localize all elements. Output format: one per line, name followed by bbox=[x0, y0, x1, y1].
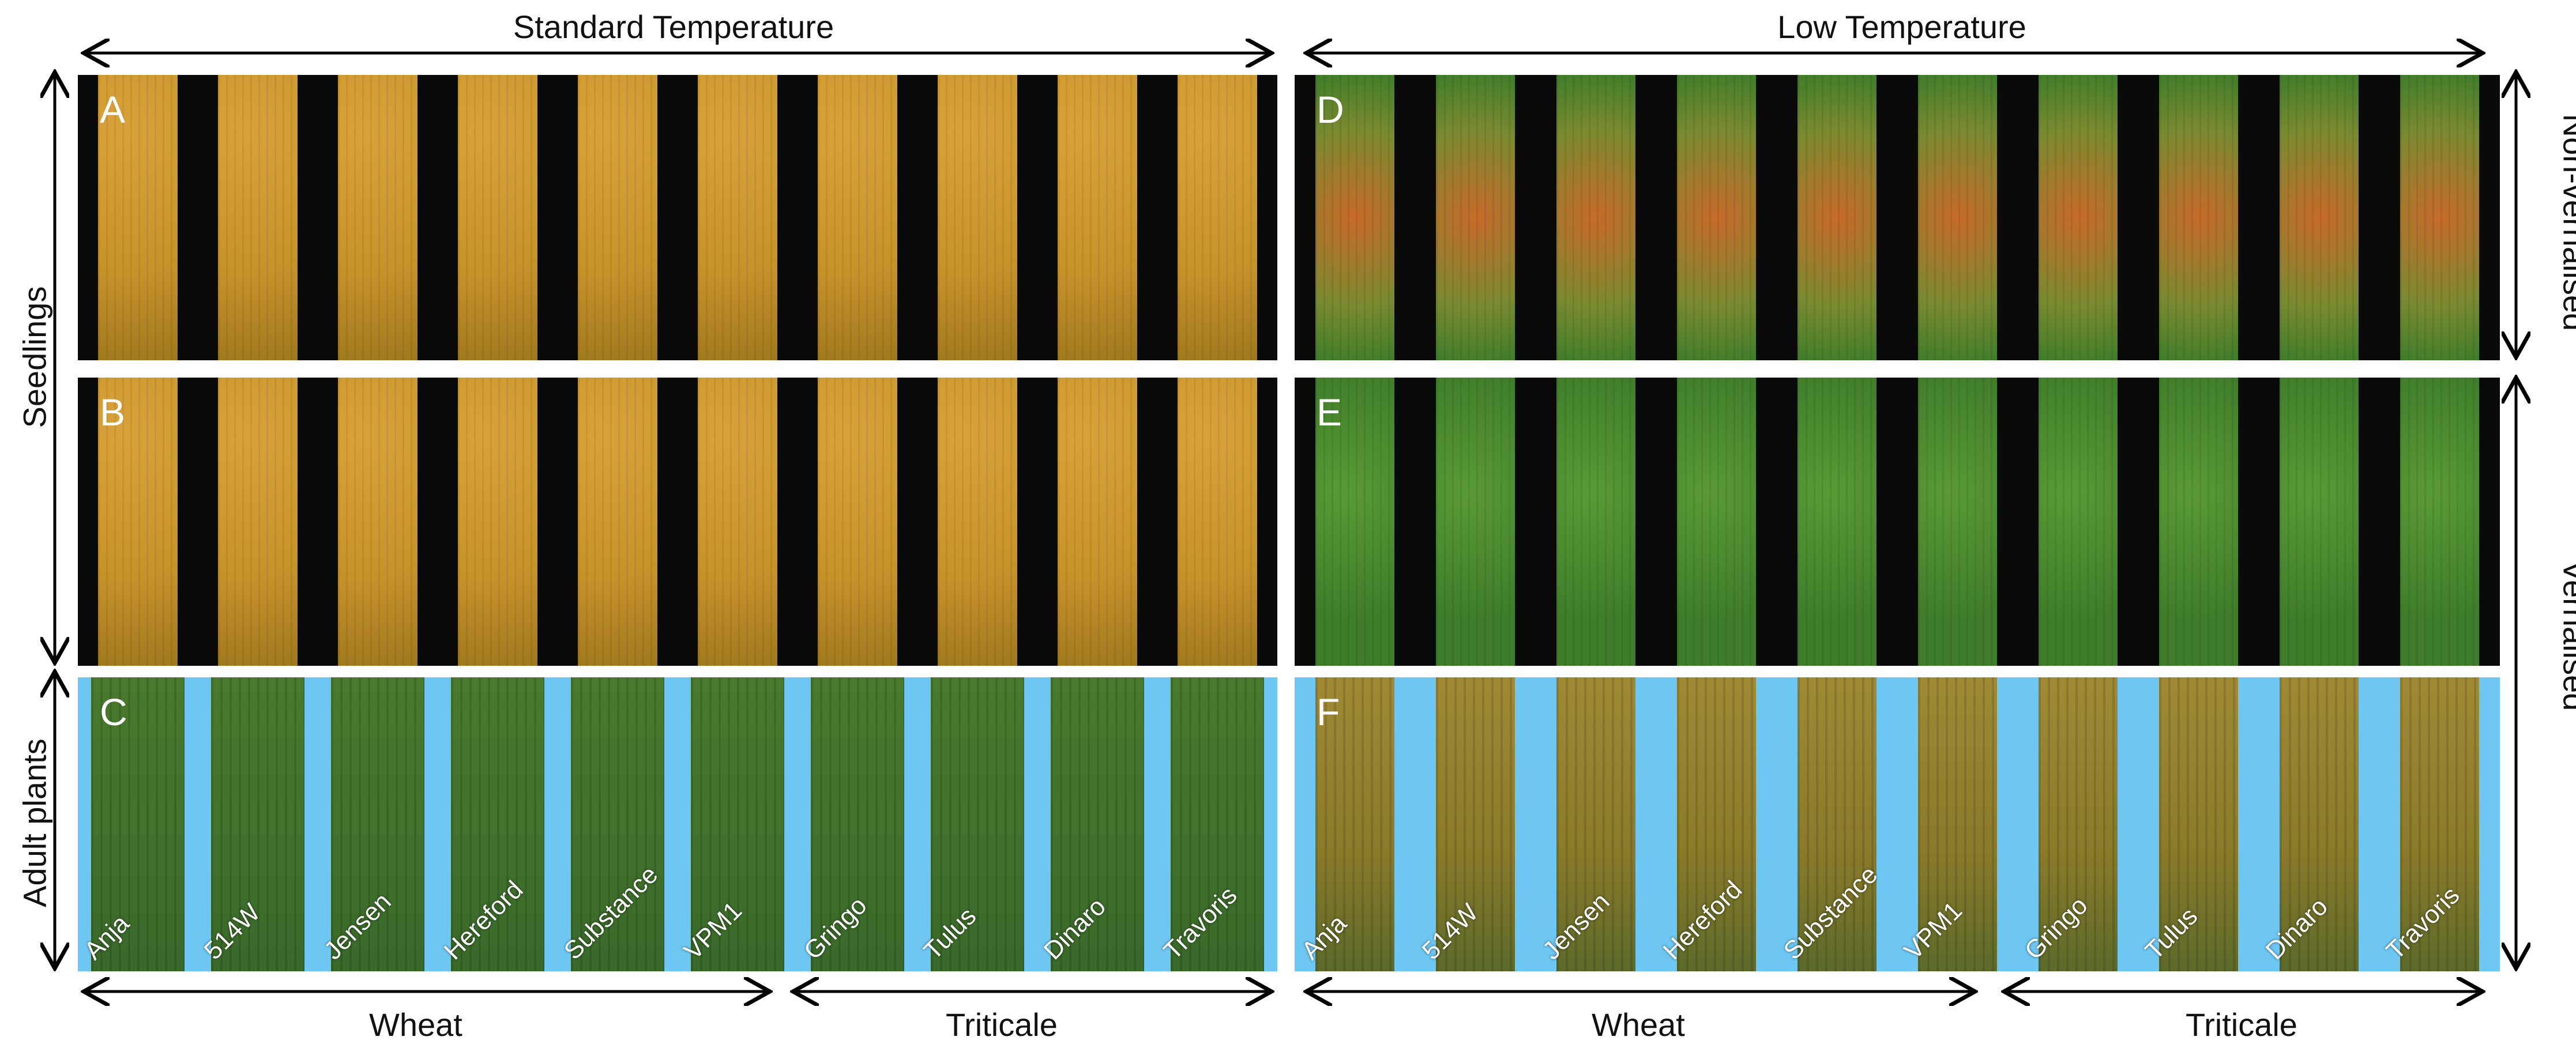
leaf-hereford bbox=[1676, 378, 1757, 666]
leaf-travoris bbox=[2400, 75, 2480, 360]
leaf-vpm1 bbox=[698, 378, 777, 666]
leaf-travoris bbox=[2400, 677, 2480, 971]
leaf-hereford bbox=[1676, 75, 1757, 360]
panel-label-f: F bbox=[1317, 691, 1340, 733]
leaf-substance bbox=[1797, 677, 1877, 971]
leaf-514w bbox=[210, 677, 305, 971]
leaf-anja bbox=[98, 378, 178, 666]
leaf-dinaro bbox=[1050, 677, 1145, 971]
panel-e-seedlings-low-vern: E bbox=[1295, 378, 2500, 666]
leaf-gringo bbox=[818, 75, 897, 360]
panel-b-seedlings-std-vern: B bbox=[78, 378, 1277, 666]
leaf-travoris bbox=[2400, 378, 2480, 666]
leaf-vpm1 bbox=[1917, 75, 1998, 360]
triticale-label-std: Triticale bbox=[946, 1006, 1058, 1043]
leaf-vpm1 bbox=[698, 75, 777, 360]
leaf-anja bbox=[98, 75, 178, 360]
leaf-tulus bbox=[930, 677, 1025, 971]
leaf-substance bbox=[1797, 378, 1877, 666]
panel-f-adult-low: Anja 514W Jensen Hereford Substance VPM1 Gring… bbox=[1295, 677, 2500, 971]
panel-c-adult-std: Anja 514W Jensen Hereford Substance VPM1 Gring… bbox=[78, 677, 1277, 971]
leaf-gringo bbox=[810, 677, 905, 971]
leaf-travoris bbox=[1170, 677, 1265, 971]
leaf-substance bbox=[578, 378, 657, 666]
leaf-514w bbox=[1435, 677, 1515, 971]
leaf-substance bbox=[578, 75, 657, 360]
leaf-dinaro bbox=[2279, 75, 2359, 360]
leaf-substance bbox=[1797, 75, 1877, 360]
panel-label-d: D bbox=[1317, 88, 1344, 131]
leaf-vpm1 bbox=[690, 677, 785, 971]
leaf-gringo bbox=[2038, 677, 2118, 971]
triticale-label-low: Triticale bbox=[2186, 1006, 2297, 1043]
leaf-tulus bbox=[2158, 677, 2239, 971]
panel-label-a: A bbox=[100, 88, 126, 131]
leaf-514w bbox=[218, 378, 298, 666]
leaf-hereford bbox=[458, 75, 537, 360]
leaf-jensen bbox=[338, 378, 418, 666]
leaf-dinaro bbox=[1058, 378, 1137, 666]
leaf-dinaro bbox=[1058, 75, 1137, 360]
standard-temp-label: Standard Temperature bbox=[479, 8, 868, 46]
leaf-gringo bbox=[2038, 75, 2118, 360]
leaf-gringo bbox=[2038, 378, 2118, 666]
leaf-anja bbox=[1315, 75, 1395, 360]
leaf-substance bbox=[570, 677, 665, 971]
leaf-hereford bbox=[458, 378, 537, 666]
panel-label-c: C bbox=[100, 691, 127, 733]
leaf-travoris bbox=[1178, 378, 1257, 666]
leaf-jensen bbox=[1556, 677, 1636, 971]
leaf-travoris bbox=[1178, 75, 1257, 360]
leaf-vpm1 bbox=[1917, 677, 1998, 971]
leaf-anja bbox=[1315, 677, 1395, 971]
leaf-tulus bbox=[938, 378, 1017, 666]
leaf-jensen bbox=[338, 75, 418, 360]
low-temp-label: Low Temperature bbox=[1742, 8, 2062, 46]
wheat-label-low: Wheat bbox=[1592, 1006, 1685, 1043]
panel-label-b: B bbox=[100, 391, 126, 433]
leaf-jensen bbox=[330, 677, 425, 971]
leaf-tulus bbox=[2158, 378, 2239, 666]
panel-d-seedlings-low-nonvern: D bbox=[1295, 75, 2500, 360]
leaf-514w bbox=[1435, 378, 1515, 666]
leaf-anja bbox=[91, 677, 185, 971]
non-vernalised-label: Non-vernalised bbox=[2556, 114, 2576, 331]
leaf-jensen bbox=[1556, 75, 1636, 360]
wheat-label-std: Wheat bbox=[369, 1006, 462, 1043]
panel-a-seedlings-std-nonvern: A bbox=[78, 75, 1277, 360]
leaf-514w bbox=[218, 75, 298, 360]
panel-label-e: E bbox=[1317, 391, 1342, 433]
vernalised-label: Vernalised bbox=[2556, 552, 2576, 719]
leaf-jensen bbox=[1556, 378, 1636, 666]
leaf-vpm1 bbox=[1917, 378, 1998, 666]
leaf-dinaro bbox=[2279, 378, 2359, 666]
leaf-hereford bbox=[450, 677, 545, 971]
leaf-anja bbox=[1315, 378, 1395, 666]
adult-plants-label: Adult plants bbox=[16, 736, 54, 910]
leaf-hereford bbox=[1676, 677, 1757, 971]
seedlings-label: Seedlings bbox=[16, 286, 54, 428]
leaf-514w bbox=[1435, 75, 1515, 360]
leaf-tulus bbox=[938, 75, 1017, 360]
leaf-tulus bbox=[2158, 75, 2239, 360]
leaf-dinaro bbox=[2279, 677, 2359, 971]
leaf-gringo bbox=[818, 378, 897, 666]
